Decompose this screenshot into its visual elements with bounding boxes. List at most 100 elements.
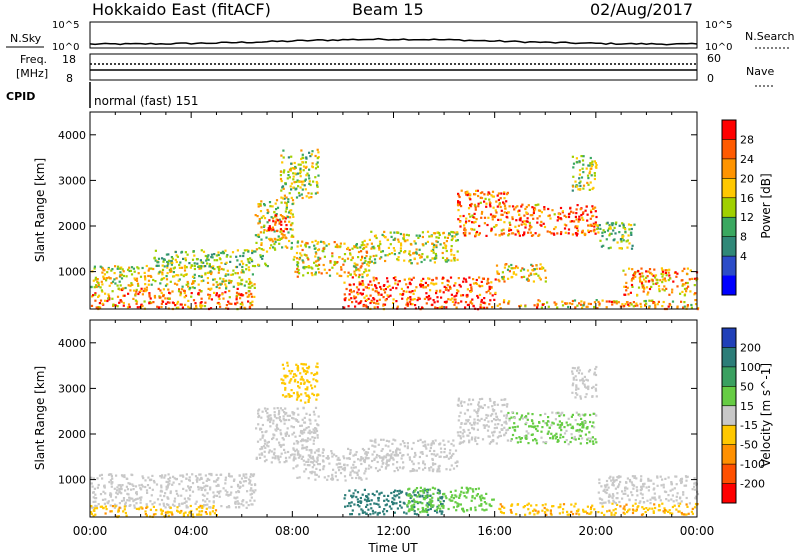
range-gate-cell bbox=[421, 452, 424, 455]
range-gate-cell bbox=[509, 228, 513, 232]
range-gate-cell bbox=[539, 414, 542, 417]
range-gate-cell bbox=[610, 513, 613, 516]
range-gate-cell bbox=[257, 234, 260, 237]
range-gate-cell bbox=[290, 224, 293, 227]
range-gate-cell bbox=[215, 294, 218, 297]
range-gate-cell bbox=[117, 265, 120, 268]
range-gate-cell bbox=[296, 381, 299, 384]
range-gate-cell bbox=[467, 428, 470, 432]
range-gate-cell bbox=[661, 281, 664, 284]
range-gate-cell bbox=[299, 186, 302, 189]
range-gate-cell bbox=[601, 505, 604, 508]
range-gate-cell bbox=[633, 223, 636, 226]
range-gate-cell bbox=[316, 249, 320, 252]
range-gate-cell bbox=[457, 200, 460, 203]
range-gate-cell bbox=[280, 189, 283, 192]
range-gate-cell bbox=[500, 511, 504, 514]
scatter-region-1 bbox=[90, 264, 256, 290]
range-gate-cell bbox=[218, 286, 221, 290]
range-gate-cell bbox=[591, 187, 594, 191]
range-gate-cell bbox=[578, 177, 581, 180]
range-gate-cell bbox=[252, 250, 255, 253]
range-gate-cell bbox=[304, 161, 307, 164]
range-gate-cell bbox=[183, 501, 186, 504]
range-gate-cell bbox=[100, 280, 103, 283]
range-gate-cell bbox=[514, 426, 517, 429]
range-gate-cell bbox=[401, 440, 405, 443]
range-gate-cell bbox=[493, 409, 496, 412]
range-gate-cell bbox=[413, 298, 416, 301]
range-gate-cell bbox=[493, 401, 496, 404]
range-gate-cell bbox=[479, 497, 482, 500]
range-gate-cell bbox=[381, 250, 384, 253]
range-gate-cell bbox=[216, 283, 219, 286]
range-gate-cell bbox=[525, 430, 528, 433]
range-gate-cell bbox=[575, 208, 578, 211]
range-gate-cell bbox=[209, 511, 212, 514]
range-gate-cell bbox=[178, 483, 181, 486]
range-gate-cell bbox=[266, 221, 269, 224]
range-gate-cell bbox=[305, 426, 308, 430]
range-gate-cell bbox=[270, 229, 273, 232]
range-gate-cell bbox=[536, 429, 539, 432]
range-gate-cell bbox=[572, 185, 575, 188]
range-gate-cell bbox=[199, 259, 202, 262]
range-gate-cell bbox=[640, 513, 644, 516]
range-gate-cell bbox=[396, 494, 399, 497]
range-gate-cell bbox=[102, 275, 105, 278]
range-gate-cell bbox=[679, 502, 682, 505]
range-gate-cell bbox=[215, 494, 218, 497]
range-gate-cell bbox=[206, 484, 209, 488]
range-gate-cell bbox=[472, 282, 476, 285]
range-gate-cell bbox=[431, 496, 434, 499]
range-gate-cell bbox=[175, 489, 178, 493]
range-gate-cell bbox=[465, 220, 468, 223]
range-gate-cell bbox=[160, 509, 163, 512]
range-gate-cell bbox=[200, 275, 203, 278]
range-gate-cell bbox=[92, 500, 95, 503]
range-gate-cell bbox=[525, 415, 528, 418]
range-gate-cell bbox=[166, 486, 169, 489]
range-gate-cell bbox=[382, 510, 385, 513]
range-gate-cell bbox=[404, 240, 407, 243]
range-gate-cell bbox=[367, 508, 370, 511]
range-gate-cell bbox=[117, 484, 120, 487]
range-gate-cell bbox=[470, 202, 473, 206]
range-gate-cell bbox=[693, 477, 696, 480]
range-gate-cell bbox=[268, 201, 272, 204]
range-gate-cell bbox=[389, 243, 392, 246]
range-gate-cell bbox=[397, 238, 400, 241]
range-gate-cell bbox=[104, 512, 107, 515]
range-gate-cell bbox=[598, 478, 601, 481]
range-gate-cell bbox=[284, 217, 287, 220]
range-gate-cell bbox=[175, 478, 178, 481]
range-gate-cell bbox=[259, 438, 262, 441]
range-gate-cell bbox=[481, 397, 484, 400]
range-gate-cell bbox=[272, 436, 275, 439]
range-gate-cell bbox=[158, 296, 161, 299]
range-gate-cell bbox=[654, 498, 657, 501]
range-gate-cell bbox=[628, 498, 631, 501]
range-gate-cell bbox=[343, 475, 347, 478]
range-gate-cell bbox=[411, 505, 414, 508]
range-gate-cell bbox=[141, 485, 144, 488]
range-gate-cell bbox=[218, 265, 221, 268]
range-gate-cell bbox=[568, 513, 571, 516]
range-gate-cell bbox=[593, 230, 596, 233]
range-gate-cell bbox=[527, 508, 530, 511]
range-gate-cell bbox=[417, 462, 420, 465]
range-gate-cell bbox=[264, 264, 268, 267]
range-gate-cell bbox=[487, 406, 490, 409]
range-gate-cell bbox=[290, 247, 293, 250]
range-gate-cell bbox=[160, 498, 164, 502]
range-gate-cell bbox=[586, 512, 589, 515]
range-gate-cell bbox=[475, 494, 478, 497]
range-gate-cell bbox=[449, 499, 452, 502]
range-gate-cell bbox=[288, 381, 291, 384]
range-gate-cell bbox=[657, 285, 661, 288]
range-gate-cell bbox=[107, 500, 110, 503]
range-gate-cell bbox=[520, 205, 523, 208]
range-gate-cell bbox=[161, 268, 165, 271]
scatter-region-10 bbox=[507, 203, 598, 237]
range-gate-cell bbox=[648, 268, 652, 271]
